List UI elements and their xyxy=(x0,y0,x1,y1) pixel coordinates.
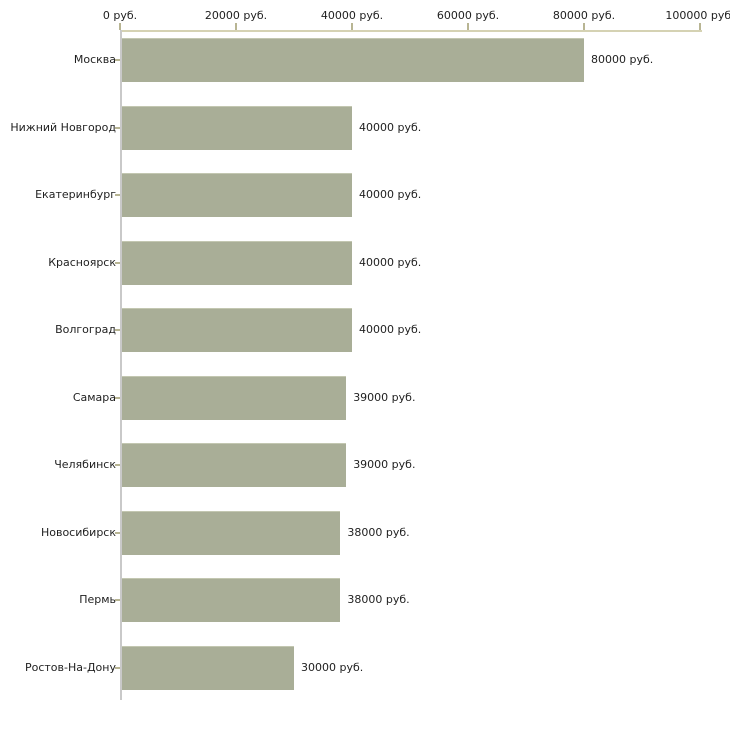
bar xyxy=(122,578,341,623)
bar xyxy=(122,173,352,218)
x-axis-tick xyxy=(583,23,585,30)
category-label: Челябинск xyxy=(54,458,116,472)
value-label: 38000 руб. xyxy=(347,525,410,539)
value-label: 40000 руб. xyxy=(359,188,422,202)
category-label: Новосибирск xyxy=(40,525,116,539)
bar xyxy=(122,375,347,420)
value-label: 39000 руб. xyxy=(353,390,416,404)
value-label: 40000 руб. xyxy=(359,120,422,134)
x-axis-tick xyxy=(235,23,237,30)
x-axis-tick xyxy=(351,23,353,30)
category-label: Красноярск xyxy=(48,255,116,269)
category-tick-mark xyxy=(115,531,120,534)
bar xyxy=(122,308,352,353)
bar xyxy=(122,510,341,555)
value-label: 80000 руб. xyxy=(591,53,654,66)
category-tick-mark xyxy=(115,261,120,264)
x-axis-tick xyxy=(467,23,469,30)
category-tick-mark xyxy=(115,194,120,197)
y-axis-line xyxy=(120,30,122,700)
bar xyxy=(122,645,294,690)
category-label: Ростов-На-Дону xyxy=(24,660,116,674)
bar xyxy=(122,105,352,150)
value-label: 30000 руб. xyxy=(301,660,364,674)
category-tick-mark xyxy=(115,599,120,602)
category-label: Самара xyxy=(72,390,116,404)
value-label: 40000 руб. xyxy=(359,323,422,337)
bar xyxy=(122,443,347,488)
x-axis-tick-label: 100000 руб. xyxy=(665,9,730,22)
category-label: Пермь xyxy=(79,593,116,607)
category-tick-mark xyxy=(115,329,120,332)
category-label: Екатеринбург xyxy=(35,188,116,202)
x-axis-tick xyxy=(119,23,121,30)
category-label: Нижний Новгород xyxy=(10,120,116,134)
x-axis-tick xyxy=(699,23,701,30)
category-label: Волгоград xyxy=(55,323,116,337)
value-label: 40000 руб. xyxy=(359,255,422,269)
x-axis-tick-label: 0 руб. xyxy=(102,9,138,22)
bar xyxy=(122,38,584,82)
value-label: 39000 руб. xyxy=(353,458,416,472)
category-tick-mark xyxy=(115,126,120,129)
x-axis-line xyxy=(120,30,702,32)
x-axis-tick-label: 80000 руб. xyxy=(552,9,616,22)
category-tick-mark xyxy=(115,464,120,467)
category-tick-mark xyxy=(115,59,120,61)
x-axis-tick-label: 20000 руб. xyxy=(204,9,268,22)
category-tick-mark xyxy=(115,666,120,669)
bar xyxy=(122,240,352,285)
x-axis-tick-label: 60000 руб. xyxy=(436,9,500,22)
category-tick-mark xyxy=(115,396,120,399)
category-label: Москва xyxy=(73,53,116,66)
x-axis-tick-label: 40000 руб. xyxy=(320,9,384,22)
value-label: 38000 руб. xyxy=(347,593,410,607)
